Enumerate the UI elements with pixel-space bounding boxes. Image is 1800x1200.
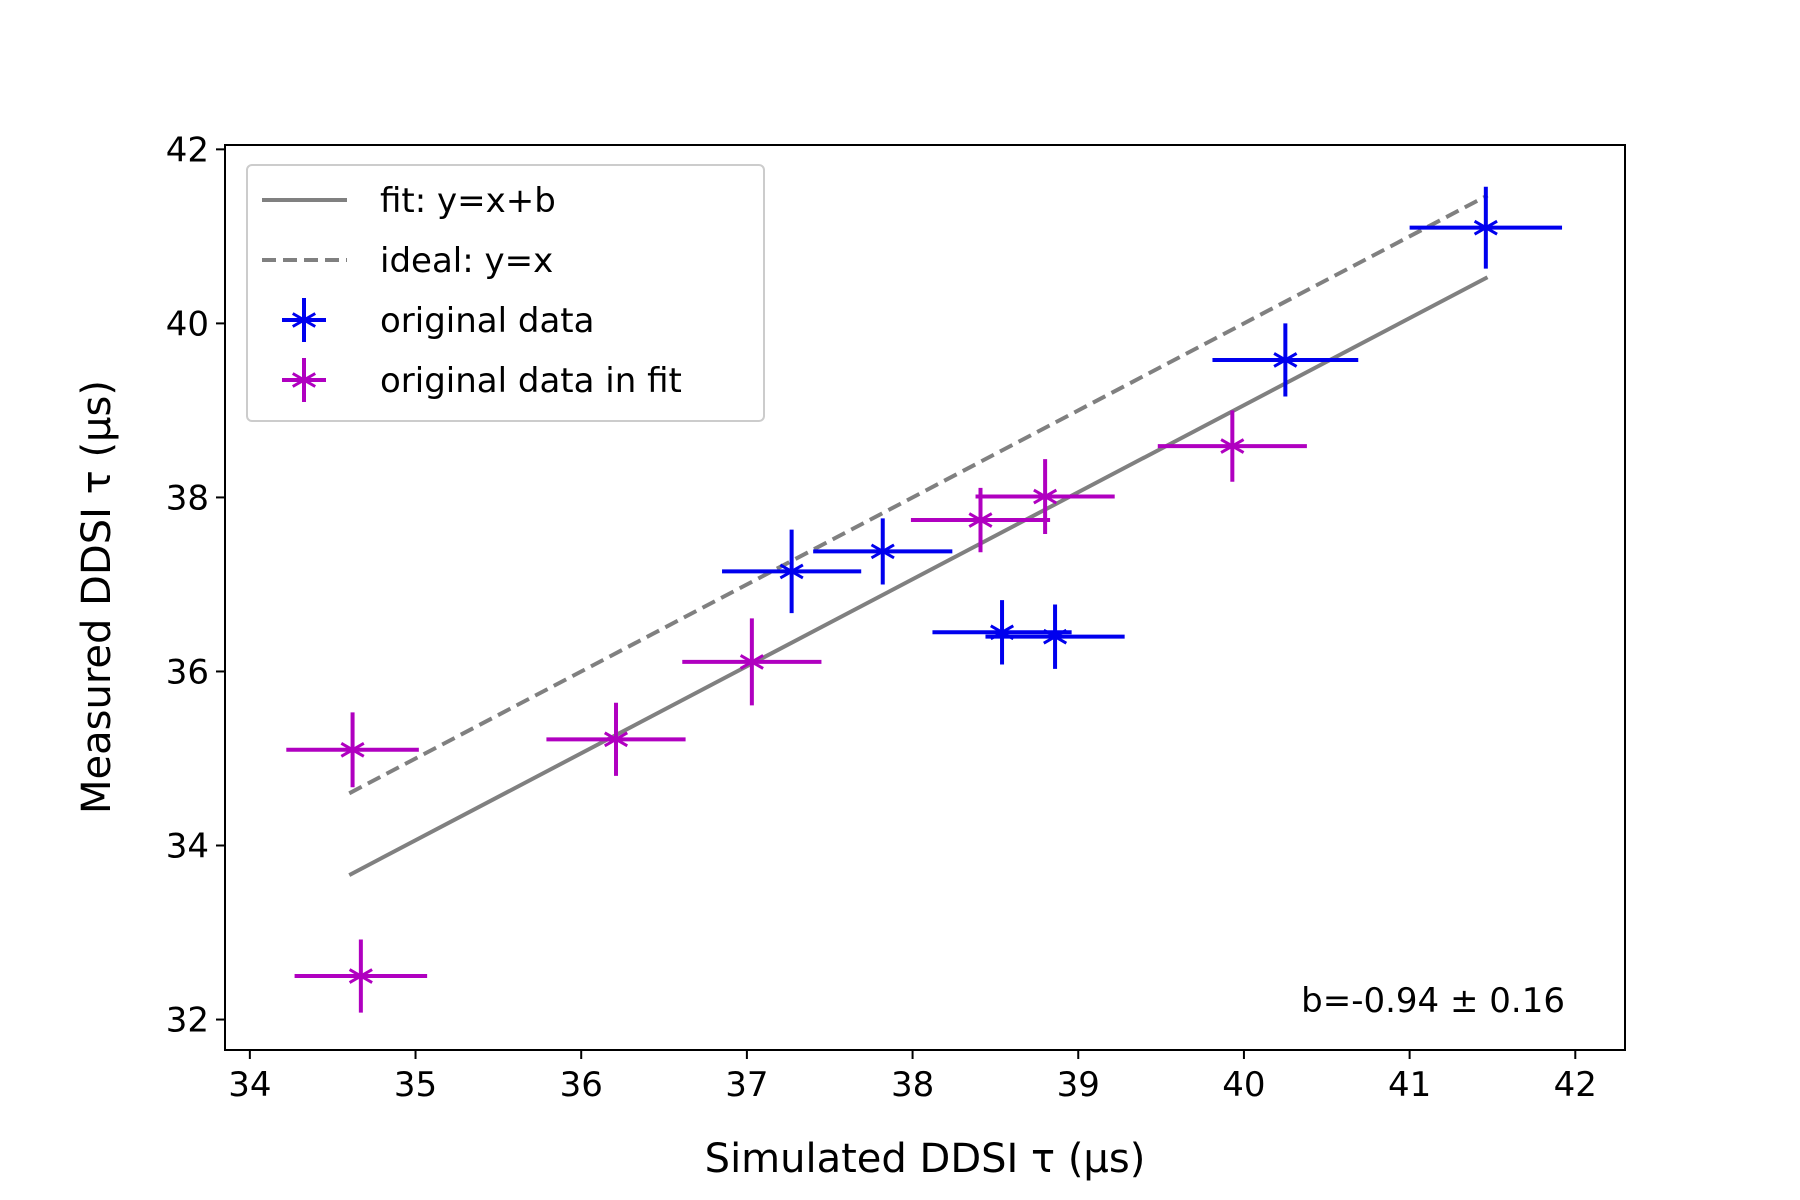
series-in-fit (286, 410, 1307, 1013)
data-point-stroke (340, 741, 365, 758)
data-point (739, 648, 764, 675)
plot-layer (286, 186, 1563, 1013)
x-tick-label: 35 (394, 1065, 437, 1105)
y-axis-label: Measured DDSI τ (μs) (74, 380, 120, 814)
legend-ideal-label: ideal: y=x (380, 241, 553, 281)
x-tick-label: 34 (228, 1065, 271, 1105)
x-tick-label: 37 (725, 1065, 768, 1105)
fit-offset-annotation: b=-0.94 ± 0.16 (1301, 981, 1565, 1021)
data-point (779, 558, 804, 585)
legend: fit: y=x+b ideal: y=x original data orig… (246, 164, 765, 422)
data-point-stroke (1220, 438, 1245, 454)
legend-in-fit-label: original data in fit (380, 361, 682, 401)
data-point-stroke (603, 731, 629, 748)
plot-frame (224, 144, 1626, 1051)
ideal-line (348, 193, 1489, 796)
y-tick-label: 38 (166, 478, 209, 518)
legend-original-marker (282, 298, 326, 342)
data-point (1220, 433, 1245, 460)
data-point-stroke (968, 512, 993, 528)
data-point-stroke (1033, 488, 1058, 505)
data-point-stroke (1043, 628, 1068, 645)
legend-star (291, 367, 317, 393)
x-tick-label: 36 (560, 1065, 603, 1105)
data-point (1473, 214, 1498, 241)
data-point (968, 507, 993, 534)
legend-star (291, 307, 317, 333)
fit-line (348, 275, 1489, 877)
legend-box (246, 164, 765, 422)
data-point (1043, 623, 1068, 650)
data-point-stroke (870, 543, 895, 560)
series-original (722, 186, 1563, 669)
data-point (348, 963, 373, 990)
x-tick-label: 38 (891, 1065, 934, 1105)
data-point-stroke (1273, 352, 1298, 368)
legend-star-stroke (291, 312, 317, 328)
data-point (603, 726, 629, 753)
x-tick-label: 42 (1554, 1065, 1597, 1105)
data-point (340, 736, 365, 763)
x-tick-label: 39 (1057, 1065, 1100, 1105)
data-point-stroke (739, 654, 764, 670)
legend-fit-label: fit: y=x+b (380, 181, 556, 221)
x-axis-label: Simulated DDSI τ (μs) (705, 1136, 1146, 1182)
data-point (1033, 483, 1058, 510)
x-tick-label: 41 (1388, 1065, 1431, 1105)
data-point-stroke (1473, 219, 1498, 236)
y-tick-label: 40 (166, 304, 209, 344)
axis-ticks: 34 35 36 37 38 39 40 41 42 32 34 36 38 40 42 (166, 130, 1597, 1105)
x-tick-label: 40 (1222, 1065, 1265, 1105)
legend-original-label: original data (380, 301, 594, 341)
y-tick-label: 32 (166, 1001, 209, 1041)
data-point-stroke (348, 968, 373, 984)
y-tick-label: 42 (166, 130, 209, 170)
legend-star-stroke (291, 372, 317, 388)
y-tick-label: 36 (166, 652, 209, 692)
data-point-stroke (779, 563, 804, 580)
y-tick-label: 34 (166, 827, 209, 867)
data-point (1273, 346, 1298, 373)
data-point (870, 538, 895, 565)
legend-in-fit-marker (282, 358, 326, 402)
